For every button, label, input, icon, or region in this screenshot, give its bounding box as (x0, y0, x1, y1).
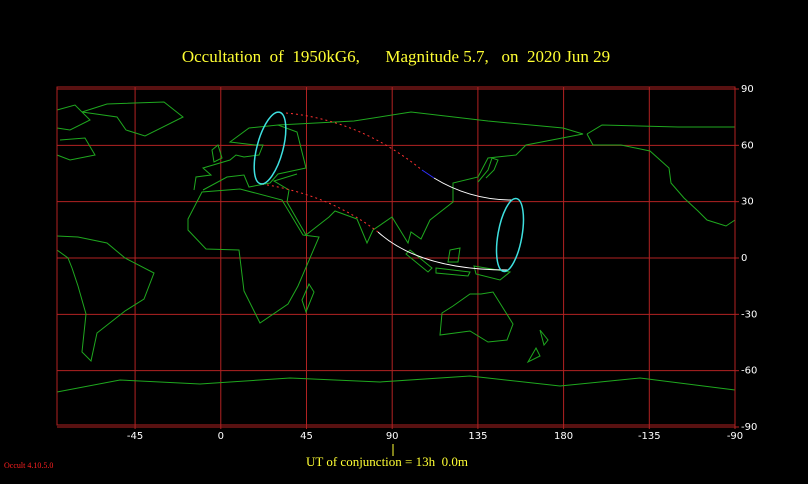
north-america (586, 124, 736, 227)
frame (56, 86, 736, 426)
y-tick-label: -60 (741, 366, 757, 377)
x-tick-label: 135 (468, 431, 487, 442)
day-boundary-east (495, 197, 525, 273)
x-tick-label: -90 (727, 431, 743, 442)
x-tick-label: 90 (386, 431, 399, 442)
japan (477, 157, 499, 183)
australia (439, 291, 514, 343)
north-limit (433, 177, 513, 201)
indonesia (405, 247, 512, 281)
y-tick-label: 30 (741, 197, 754, 208)
britain (211, 144, 223, 163)
x-tick-label: 0 (218, 431, 224, 442)
y-tick-label: 60 (741, 140, 754, 151)
madagascar (301, 282, 315, 314)
south-america (56, 235, 155, 363)
chart-title: Occultation of 1950kG6, Magnitude 5.7, o… (182, 47, 610, 66)
coastlines (56, 101, 736, 393)
conjunction-label: UT of conjunction = 13h 0.0m (306, 454, 468, 469)
south-limit-dotted (261, 183, 379, 233)
europe (193, 124, 307, 191)
y-tick-label: -90 (741, 422, 757, 433)
version-label: Occult 4.10.5.0 (4, 461, 53, 470)
y-tick-label: -30 (741, 309, 757, 320)
y-tick-label: 90 (741, 84, 754, 95)
day-boundary-west (253, 111, 287, 185)
occultation-paths (253, 111, 525, 273)
south-limit (377, 231, 509, 271)
new-zealand (526, 329, 549, 364)
x-tick-label: 180 (554, 431, 573, 442)
greenland (81, 101, 184, 137)
africa (187, 188, 320, 324)
y-tick-label: 0 (741, 253, 747, 264)
asia (272, 111, 584, 245)
north-limit-dotted (285, 112, 423, 171)
arctic-islands (56, 104, 96, 161)
antarctica (56, 375, 736, 393)
north-limit-blue (421, 169, 435, 179)
x-tick-label: -135 (638, 431, 661, 442)
x-tick-label: 45 (300, 431, 313, 442)
x-tick-label: -45 (127, 431, 143, 442)
